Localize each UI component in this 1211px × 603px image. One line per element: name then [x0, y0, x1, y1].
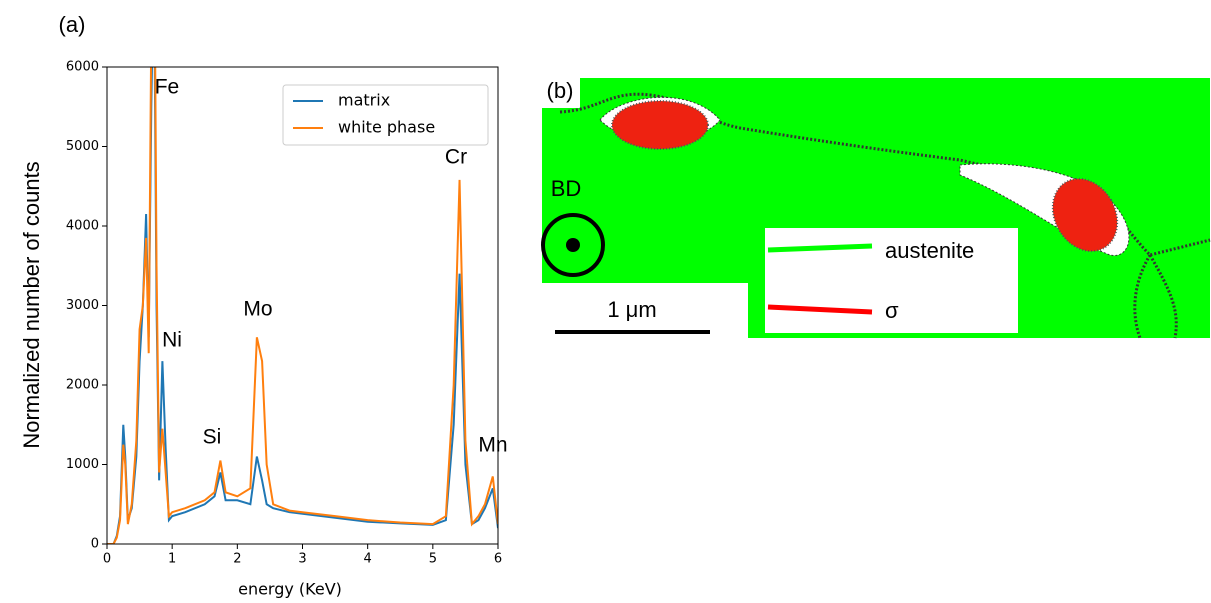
- y-axis-label: Normalized number of counts: [19, 161, 44, 448]
- legend-label: white phase: [338, 118, 435, 137]
- annotation: Mo: [243, 298, 272, 321]
- scale-bar-label: 1 μm: [607, 297, 656, 322]
- y-tick-label: 2000: [66, 378, 99, 393]
- y-tick-label: 1000: [66, 457, 99, 472]
- legend-box: [282, 84, 489, 146]
- y-tick-label: 5000: [66, 139, 99, 154]
- legend-label: matrix: [338, 91, 390, 110]
- x-tick-label: 3: [298, 552, 306, 567]
- x-tick-label: 0: [103, 552, 111, 567]
- series-group: [107, 67, 498, 544]
- sigma-region: [611, 100, 709, 150]
- x-tick-label: 6: [494, 552, 502, 567]
- legend-label: σ: [885, 298, 899, 323]
- x-tick-label: 2: [233, 552, 241, 567]
- x-axis-label: energy (KeV): [238, 580, 342, 599]
- direction-symbol: [541, 213, 605, 277]
- legend-line: [767, 243, 873, 253]
- austenite-region: [542, 78, 1210, 338]
- y-tick-label: 3000: [66, 298, 99, 313]
- panel-label: (b): [547, 78, 574, 103]
- annotation: Cr: [445, 146, 467, 169]
- annotation: Ni: [162, 329, 182, 352]
- legend-line: [767, 304, 873, 315]
- phase-map: austenite σ (b) BD 1 μm: [541, 78, 1211, 339]
- x-tick-label: 5: [429, 552, 437, 567]
- annotation: Si: [203, 426, 222, 449]
- map-legend: [765, 228, 1018, 333]
- x-tick-label: 1: [168, 552, 176, 567]
- y-tick-label: 6000: [66, 60, 99, 75]
- legend-label: austenite: [885, 238, 974, 263]
- annotation: Mn: [478, 434, 507, 457]
- y-tick-label: 4000: [66, 219, 99, 234]
- axes-frame: [106, 66, 499, 545]
- annotations: Fe Ni Si Mo Cr Mn: [155, 76, 508, 457]
- series-line: [107, 67, 498, 544]
- annotation: Fe: [155, 76, 180, 99]
- panel-label: (a): [59, 12, 86, 37]
- sigma-region: [1051, 177, 1119, 253]
- grain-boundary: [1133, 254, 1178, 339]
- plot: 0 1000 2000 3000 4000 5000 6000 0 1 2 3 4 5 6 matrix wh…: [66, 60, 502, 567]
- grain-boundary: [559, 92, 1211, 257]
- x-tick-label: 4: [364, 552, 372, 567]
- direction-label: BD: [551, 176, 582, 201]
- y-tick-label: 0: [91, 537, 99, 552]
- direction-symbol: [566, 238, 580, 252]
